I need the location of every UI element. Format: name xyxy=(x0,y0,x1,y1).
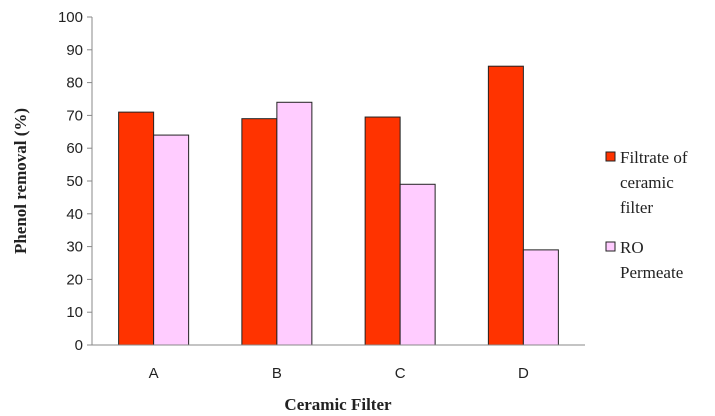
x-tick-label: D xyxy=(518,365,529,382)
x-tick-label: A xyxy=(149,365,159,382)
bar-ro-permeate-b xyxy=(276,101,313,346)
bar-filtrate-c xyxy=(364,116,401,346)
y-axis-title: Phenol removal (%) xyxy=(11,108,30,254)
legend-label-line: filter xyxy=(620,198,653,217)
x-axis-ticks: A B C D xyxy=(149,365,529,382)
bar-filtrate-a xyxy=(118,111,155,346)
y-tick-label: 70 xyxy=(66,107,83,124)
legend-label-line: RO xyxy=(620,238,644,257)
y-tick-label: 60 xyxy=(66,140,83,157)
legend-swatch xyxy=(605,151,616,162)
bar-ro-permeate-d xyxy=(522,249,559,346)
y-tick-label: 10 xyxy=(66,304,83,321)
legend-swatch xyxy=(605,241,616,252)
legend: Filtrate of ceramic filter RO Permeate xyxy=(605,148,688,282)
y-axis-ticks: 0 10 20 30 40 50 60 70 80 90 100 xyxy=(58,9,92,354)
legend-label-line: ceramic xyxy=(620,173,674,192)
y-tick-label: 40 xyxy=(66,206,83,223)
y-tick-label: 30 xyxy=(66,239,83,256)
legend-label-line: Filtrate of xyxy=(620,148,688,167)
bar-filtrate-d xyxy=(487,65,524,346)
x-axis-title: Ceramic Filter xyxy=(284,395,392,414)
bar-ro-permeate-c xyxy=(399,183,436,346)
y-tick-label: 80 xyxy=(66,75,83,92)
y-tick-label: 0 xyxy=(75,337,83,354)
x-tick-label: C xyxy=(395,365,406,382)
y-tick-label: 20 xyxy=(66,271,83,288)
y-tick-label: 50 xyxy=(66,173,83,190)
y-tick-label: 90 xyxy=(66,42,83,59)
bar-ro-permeate-a xyxy=(153,134,190,346)
x-tick-label: B xyxy=(272,365,282,382)
legend-label-line: Permeate xyxy=(620,263,683,282)
bar-filtrate-b xyxy=(241,118,278,346)
y-tick-label: 100 xyxy=(58,9,83,26)
bars xyxy=(118,65,559,346)
